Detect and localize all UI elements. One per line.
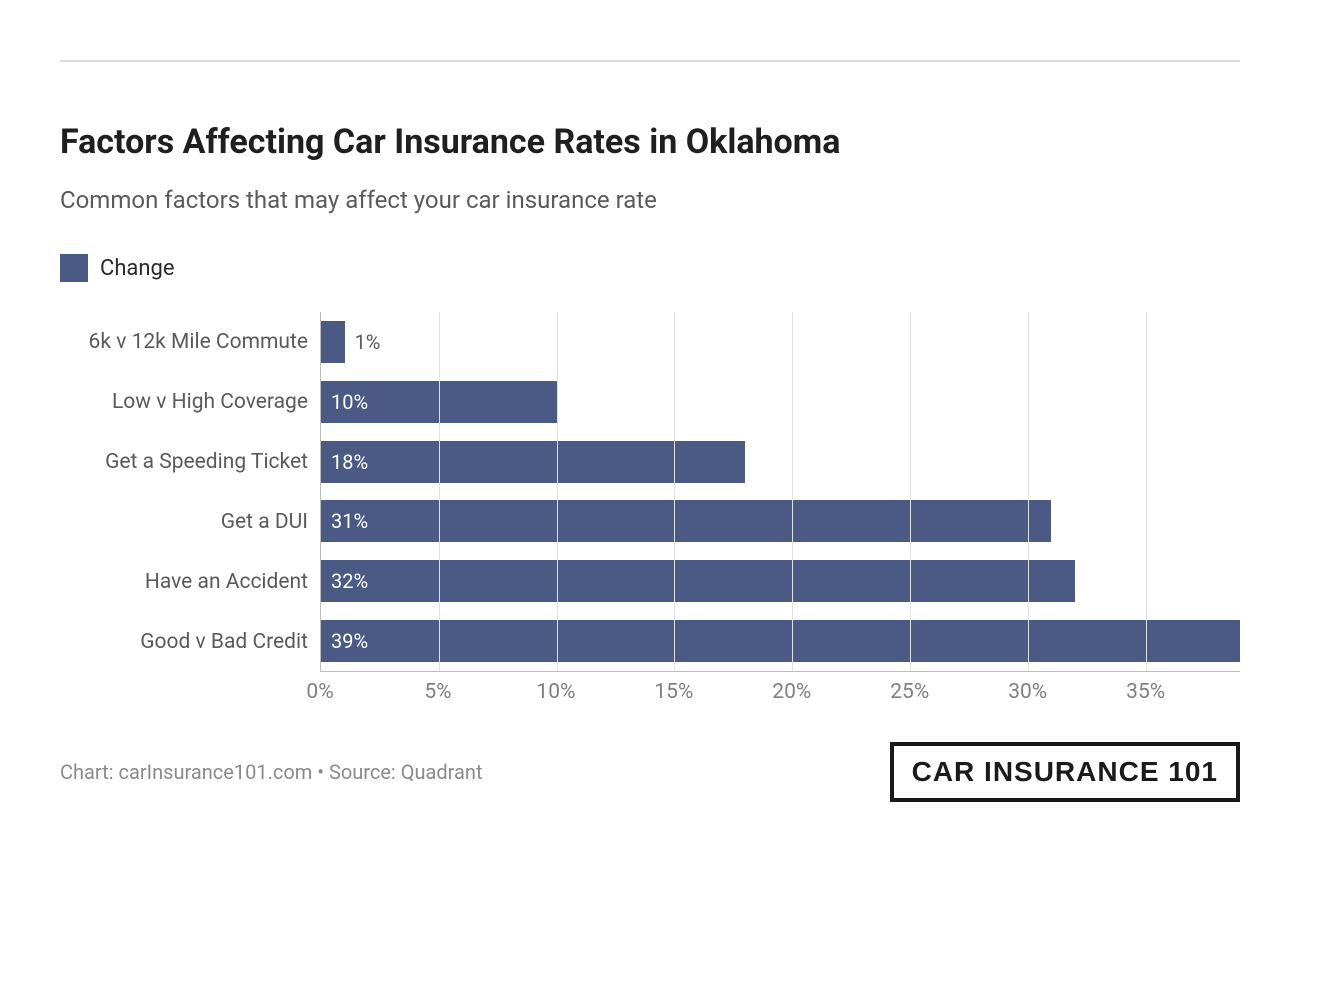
chart-title: Factors Affecting Car Insurance Rates in… bbox=[60, 122, 1240, 162]
legend: Change bbox=[60, 254, 1240, 282]
y-axis-label: Low v High Coverage bbox=[60, 392, 308, 413]
y-axis-label: Get a DUI bbox=[60, 512, 308, 533]
x-axis-tick: 25% bbox=[890, 680, 929, 704]
bar: 1% bbox=[321, 321, 345, 363]
top-divider bbox=[60, 60, 1240, 62]
bar-value-label: 18% bbox=[331, 450, 368, 474]
bar: 39% bbox=[321, 620, 1240, 662]
bar-row: 39% bbox=[321, 620, 1240, 662]
bar-value-label: 32% bbox=[331, 569, 368, 593]
bar-value-label: 39% bbox=[331, 629, 368, 653]
bar-value-label: 31% bbox=[331, 509, 368, 533]
x-axis-tick: 5% bbox=[424, 680, 451, 704]
x-axis-tick: 10% bbox=[536, 680, 575, 704]
brand-logo: CAR INSURANCE 101 bbox=[890, 742, 1240, 802]
gridline bbox=[792, 312, 793, 671]
x-axis-tick: 35% bbox=[1126, 680, 1165, 704]
bar-row: 31% bbox=[321, 500, 1240, 542]
bars-group: 1% 10% 18% 31% 32% 39% bbox=[321, 312, 1240, 671]
bar-row: 10% bbox=[321, 381, 1240, 423]
x-axis-tick: 20% bbox=[772, 680, 811, 704]
chart-container: Factors Affecting Car Insurance Rates in… bbox=[0, 0, 1320, 992]
x-axis-tick: 15% bbox=[654, 680, 693, 704]
bar-value-label: 1% bbox=[355, 330, 381, 354]
x-axis-tick: 0% bbox=[306, 680, 333, 704]
bar-row: 1% bbox=[321, 321, 1240, 363]
y-axis-label: 6k v 12k Mile Commute bbox=[60, 332, 308, 353]
legend-label: Change bbox=[100, 256, 175, 281]
bar: 18% bbox=[321, 441, 745, 483]
bar-value-label: 10% bbox=[331, 390, 368, 414]
chart-subtitle: Common factors that may affect your car … bbox=[60, 186, 1240, 214]
y-axis-labels: 6k v 12k Mile Commute Low v High Coverage… bbox=[60, 312, 320, 672]
bar: 31% bbox=[321, 500, 1051, 542]
bar-row: 18% bbox=[321, 441, 1240, 483]
bar-row: 32% bbox=[321, 560, 1240, 602]
x-axis-tick: 30% bbox=[1008, 680, 1047, 704]
source-text: Chart: carInsurance101.com • Source: Qua… bbox=[60, 760, 483, 784]
chart-footer: Chart: carInsurance101.com • Source: Qua… bbox=[60, 742, 1240, 802]
x-axis: 0%5%10%15%20%25%30%35% bbox=[320, 672, 1240, 712]
chart-area: 6k v 12k Mile Commute Low v High Coverage… bbox=[60, 312, 1240, 672]
y-axis-label: Have an Accident bbox=[60, 572, 308, 593]
gridline bbox=[674, 312, 675, 671]
plot-area: 1% 10% 18% 31% 32% 39% bbox=[320, 312, 1240, 672]
gridline bbox=[557, 312, 558, 671]
gridline bbox=[910, 312, 911, 671]
bar: 32% bbox=[321, 560, 1075, 602]
legend-swatch bbox=[60, 254, 88, 282]
gridline bbox=[439, 312, 440, 671]
gridline bbox=[1028, 312, 1029, 671]
y-axis-label: Good v Bad Credit bbox=[60, 632, 308, 653]
y-axis-label: Get a Speeding Ticket bbox=[60, 452, 308, 473]
gridline bbox=[1146, 312, 1147, 671]
